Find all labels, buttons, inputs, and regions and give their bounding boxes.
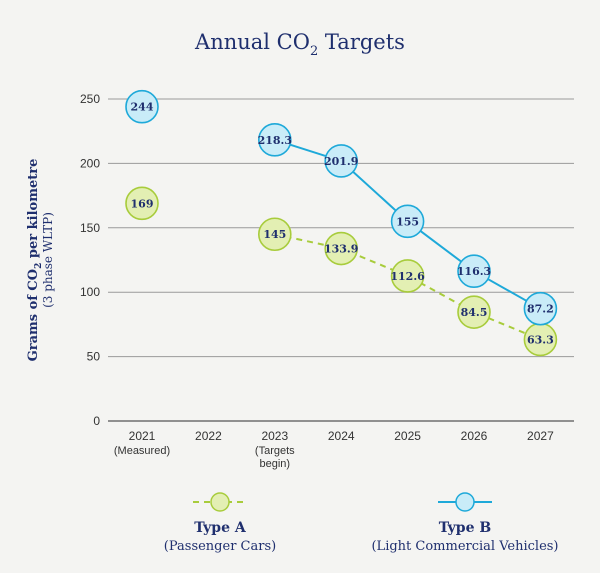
- chart-title-subscript: 2: [310, 44, 318, 59]
- y-axis-ticks: 0 50 100 150 200 250: [80, 92, 100, 428]
- series-points: 169 145 133.9 112.6 84.5 63.3 244 218.3 201.9 155…: [125, 89, 558, 357]
- x-tick-label: 2026: [461, 429, 488, 443]
- y-tick-label: 200: [80, 156, 100, 170]
- x-tick-note: (Measured): [114, 445, 170, 457]
- y-tick-label: 0: [93, 414, 100, 428]
- y-tick-label: 150: [80, 221, 100, 235]
- x-tick-label: 2023: [261, 429, 288, 443]
- x-tick-label: 2027: [527, 429, 554, 443]
- series-type-b-data-label: 87.2: [527, 303, 554, 316]
- y-tick-label: 250: [80, 92, 100, 106]
- legend-type-a-subtitle: (Passenger Cars): [164, 539, 276, 554]
- series-lines: [274, 138, 541, 341]
- series-type-b-point: [125, 89, 159, 124]
- legend-type-b-subtitle: (Light Commercial Vehicles): [371, 539, 558, 554]
- series-type-b-point: [390, 204, 425, 239]
- legend-type-a-name: Type A: [194, 520, 247, 536]
- series-type-a-data-label: 133.9: [324, 243, 358, 256]
- series-type-b-point: [324, 144, 359, 178]
- legend: Type A (Passenger Cars) Type B (Light Comme…: [164, 492, 559, 554]
- x-tick-note: begin): [260, 458, 291, 470]
- svg-text:Grams of CO2 per kilometre: Grams of CO2 per kilometre: [26, 159, 44, 362]
- legend-type-b-swatch-marker: [455, 492, 475, 512]
- series-type-b-data-label: 155: [396, 215, 419, 228]
- series-type-b-point: [523, 291, 558, 326]
- series-type-b-data-label: 244: [131, 101, 154, 114]
- series-type-a-point: [457, 295, 491, 329]
- series-type-a-point: [257, 217, 292, 252]
- series-type-a-point: [324, 231, 359, 266]
- series-type-a-data-label: 169: [131, 197, 154, 210]
- legend-type-b-name: Type B: [439, 520, 492, 536]
- x-tick-label: 2024: [328, 429, 355, 443]
- chart-title: Annual CO2 Targets: [194, 30, 405, 59]
- y-axis-label: Grams of CO2 per kilometre (3 phase WLTP…: [26, 159, 55, 362]
- series-type-b-point: [457, 254, 491, 289]
- series-type-a-point: [125, 186, 159, 221]
- series-type-b-data-label: 116.3: [457, 265, 491, 278]
- x-tick-label: 2021: [129, 429, 156, 443]
- grid-lines: [108, 98, 574, 422]
- x-tick-note: (Targets: [255, 445, 295, 457]
- y-axis-label-secondary: (3 phase WLTP): [41, 212, 55, 308]
- series-type-a-line: [274, 233, 541, 341]
- y-tick-label: 100: [80, 285, 100, 299]
- x-tick-label: 2022: [195, 429, 222, 443]
- x-tick-label: 2025: [394, 429, 421, 443]
- series-type-b-data-label: 218.3: [258, 134, 292, 147]
- series-type-a-data-label: 84.5: [461, 306, 488, 319]
- y-tick-label: 50: [87, 350, 101, 364]
- series-type-a-data-label: 112.6: [390, 270, 425, 283]
- legend-type-a-swatch-marker: [210, 492, 230, 512]
- y-axis-label-subscript: 2: [34, 263, 44, 269]
- series-type-a-data-label: 145: [263, 228, 286, 241]
- series-type-a-point: [390, 259, 425, 293]
- series-type-b-data-label: 201.9: [324, 155, 358, 168]
- series-type-b-point: [257, 123, 292, 157]
- series-type-a-data-label: 63.3: [527, 333, 554, 346]
